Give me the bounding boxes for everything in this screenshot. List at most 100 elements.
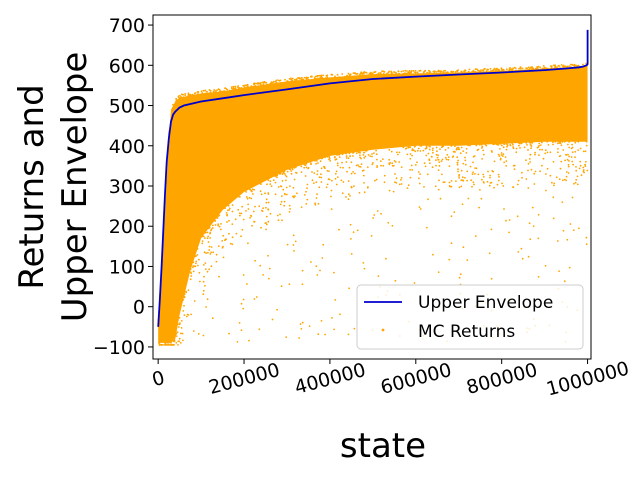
mc-returns-point [357, 164, 359, 167]
mc-returns-point [476, 149, 479, 152]
mc-returns-point [441, 158, 444, 161]
mc-returns-point [442, 72, 445, 75]
mc-returns-point [230, 89, 233, 92]
mc-returns-point [353, 327, 356, 330]
mc-returns-point [377, 275, 380, 277]
plot-frame [152, 14, 592, 360]
mc-returns-point [335, 153, 338, 156]
mc-returns-point [289, 208, 291, 210]
mc-returns-point [432, 253, 434, 256]
mc-returns-point [442, 181, 445, 184]
mc-returns-point [178, 97, 181, 100]
mc-returns-point [289, 185, 291, 188]
mc-returns-point [450, 70, 453, 73]
mc-returns-point [396, 151, 398, 154]
mc-returns-point [505, 219, 507, 222]
mc-returns-point [500, 68, 503, 70]
mc-returns-point [558, 155, 561, 158]
mc-returns-point [274, 83, 276, 86]
y-tick-label: 700 [109, 15, 145, 37]
mc-returns-point [260, 183, 262, 186]
y-tick-label: 200 [109, 216, 145, 238]
mc-returns-point [253, 220, 255, 223]
mc-returns-point [292, 244, 295, 246]
mc-returns-point [213, 91, 216, 94]
mc-returns-point [213, 219, 216, 222]
mc-returns-point [395, 72, 397, 75]
mc-returns-point [290, 77, 292, 80]
mc-returns-point [284, 174, 287, 177]
mc-returns-point [257, 82, 259, 84]
mc-returns-point [462, 246, 465, 249]
mc-returns-point [261, 209, 263, 212]
mc-returns-point [544, 152, 547, 155]
mc-returns-point [303, 166, 306, 169]
mc-returns-point [398, 72, 400, 75]
mc-returns-point [199, 280, 201, 283]
mc-returns-point [428, 69, 430, 72]
mc-returns-point [552, 217, 555, 220]
mc-returns-point [526, 144, 528, 146]
mc-returns-point [177, 344, 179, 346]
mc-returns-point [363, 157, 366, 159]
mc-returns-point [367, 154, 370, 156]
mc-returns-point [215, 260, 218, 263]
mc-returns-point [411, 148, 414, 151]
mc-returns-point [456, 161, 459, 164]
mc-returns-point [359, 166, 362, 168]
mc-returns-point [196, 93, 199, 96]
mc-returns-point [541, 164, 543, 167]
mc-returns-point [563, 280, 566, 283]
mc-returns-point [253, 298, 256, 300]
mc-returns-point [480, 143, 483, 146]
mc-returns-point [290, 172, 293, 175]
mc-returns-point [418, 70, 421, 72]
mc-returns-point [471, 71, 474, 73]
mc-returns-point [175, 335, 178, 337]
mc-returns-point [231, 223, 234, 226]
mc-returns-point [546, 151, 549, 154]
mc-returns-point [336, 176, 339, 179]
mc-returns-point [516, 183, 519, 186]
mc-returns-point [258, 328, 261, 331]
mc-returns-point [445, 158, 448, 161]
mc-returns-point [561, 141, 564, 143]
mc-returns-point [411, 169, 414, 171]
mc-returns-point [413, 282, 416, 284]
mc-returns-point [487, 170, 489, 173]
mc-returns-point [209, 232, 211, 235]
mc-returns-point [564, 65, 567, 68]
mc-returns-point [227, 209, 229, 212]
mc-returns-point [279, 203, 282, 206]
mc-returns-point [437, 271, 440, 273]
mc-returns-point [264, 192, 266, 195]
mc-returns-point [202, 264, 205, 266]
mc-returns-point [519, 142, 521, 145]
mc-returns-point [400, 183, 403, 185]
mc-returns-point [393, 160, 396, 162]
mc-returns-point [398, 161, 401, 163]
mc-returns-point [521, 171, 523, 174]
mc-returns-point [428, 159, 431, 162]
mc-returns-point [212, 224, 214, 227]
mc-returns-point [279, 172, 282, 175]
mc-returns-point [443, 70, 445, 72]
mc-returns-point [217, 245, 220, 248]
mc-returns-point [347, 198, 350, 201]
mc-returns-point [446, 153, 449, 156]
mc-returns-point [406, 72, 409, 75]
mc-returns-point [497, 144, 499, 146]
mc-returns-point [464, 163, 467, 166]
mc-returns-point [204, 231, 207, 234]
mc-returns-point [227, 204, 230, 207]
mc-returns-point [441, 145, 444, 148]
mc-returns-point [255, 296, 258, 298]
mc-returns-point [208, 92, 211, 94]
mc-returns-point [298, 337, 300, 339]
mc-returns-point [574, 156, 576, 159]
mc-returns-point [472, 161, 474, 164]
mc-returns-point [269, 180, 272, 183]
mc-returns-point [525, 159, 527, 162]
mc-returns-point [203, 275, 205, 278]
